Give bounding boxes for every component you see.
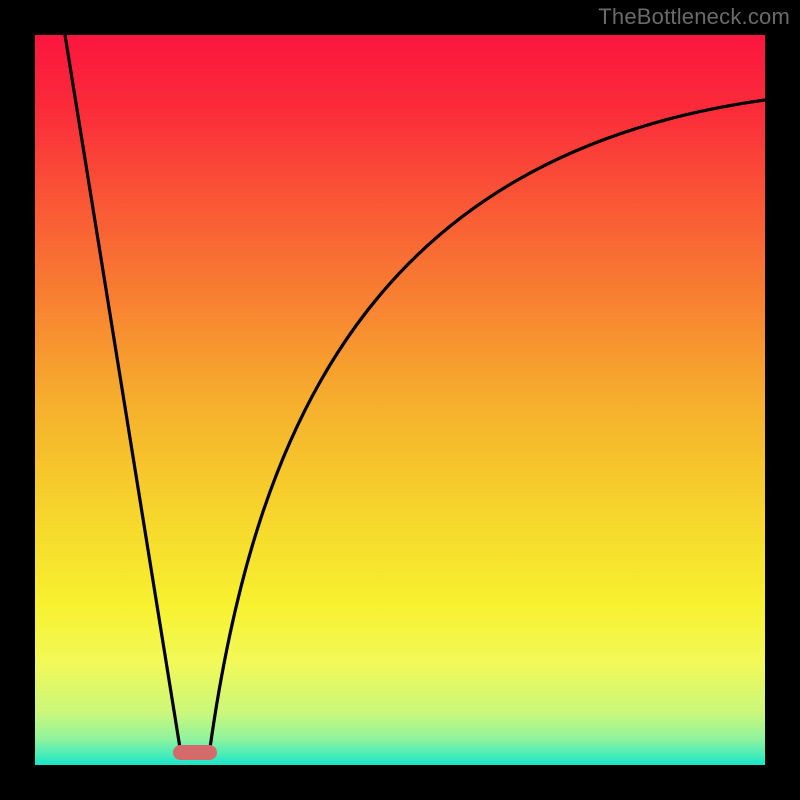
curve-left-branch	[65, 35, 180, 748]
min-marker	[173, 745, 217, 760]
plot-area	[35, 35, 765, 765]
attribution-text: TheBottleneck.com	[598, 4, 790, 30]
curve-right-branch	[210, 100, 765, 748]
curve-layer	[0, 0, 800, 800]
